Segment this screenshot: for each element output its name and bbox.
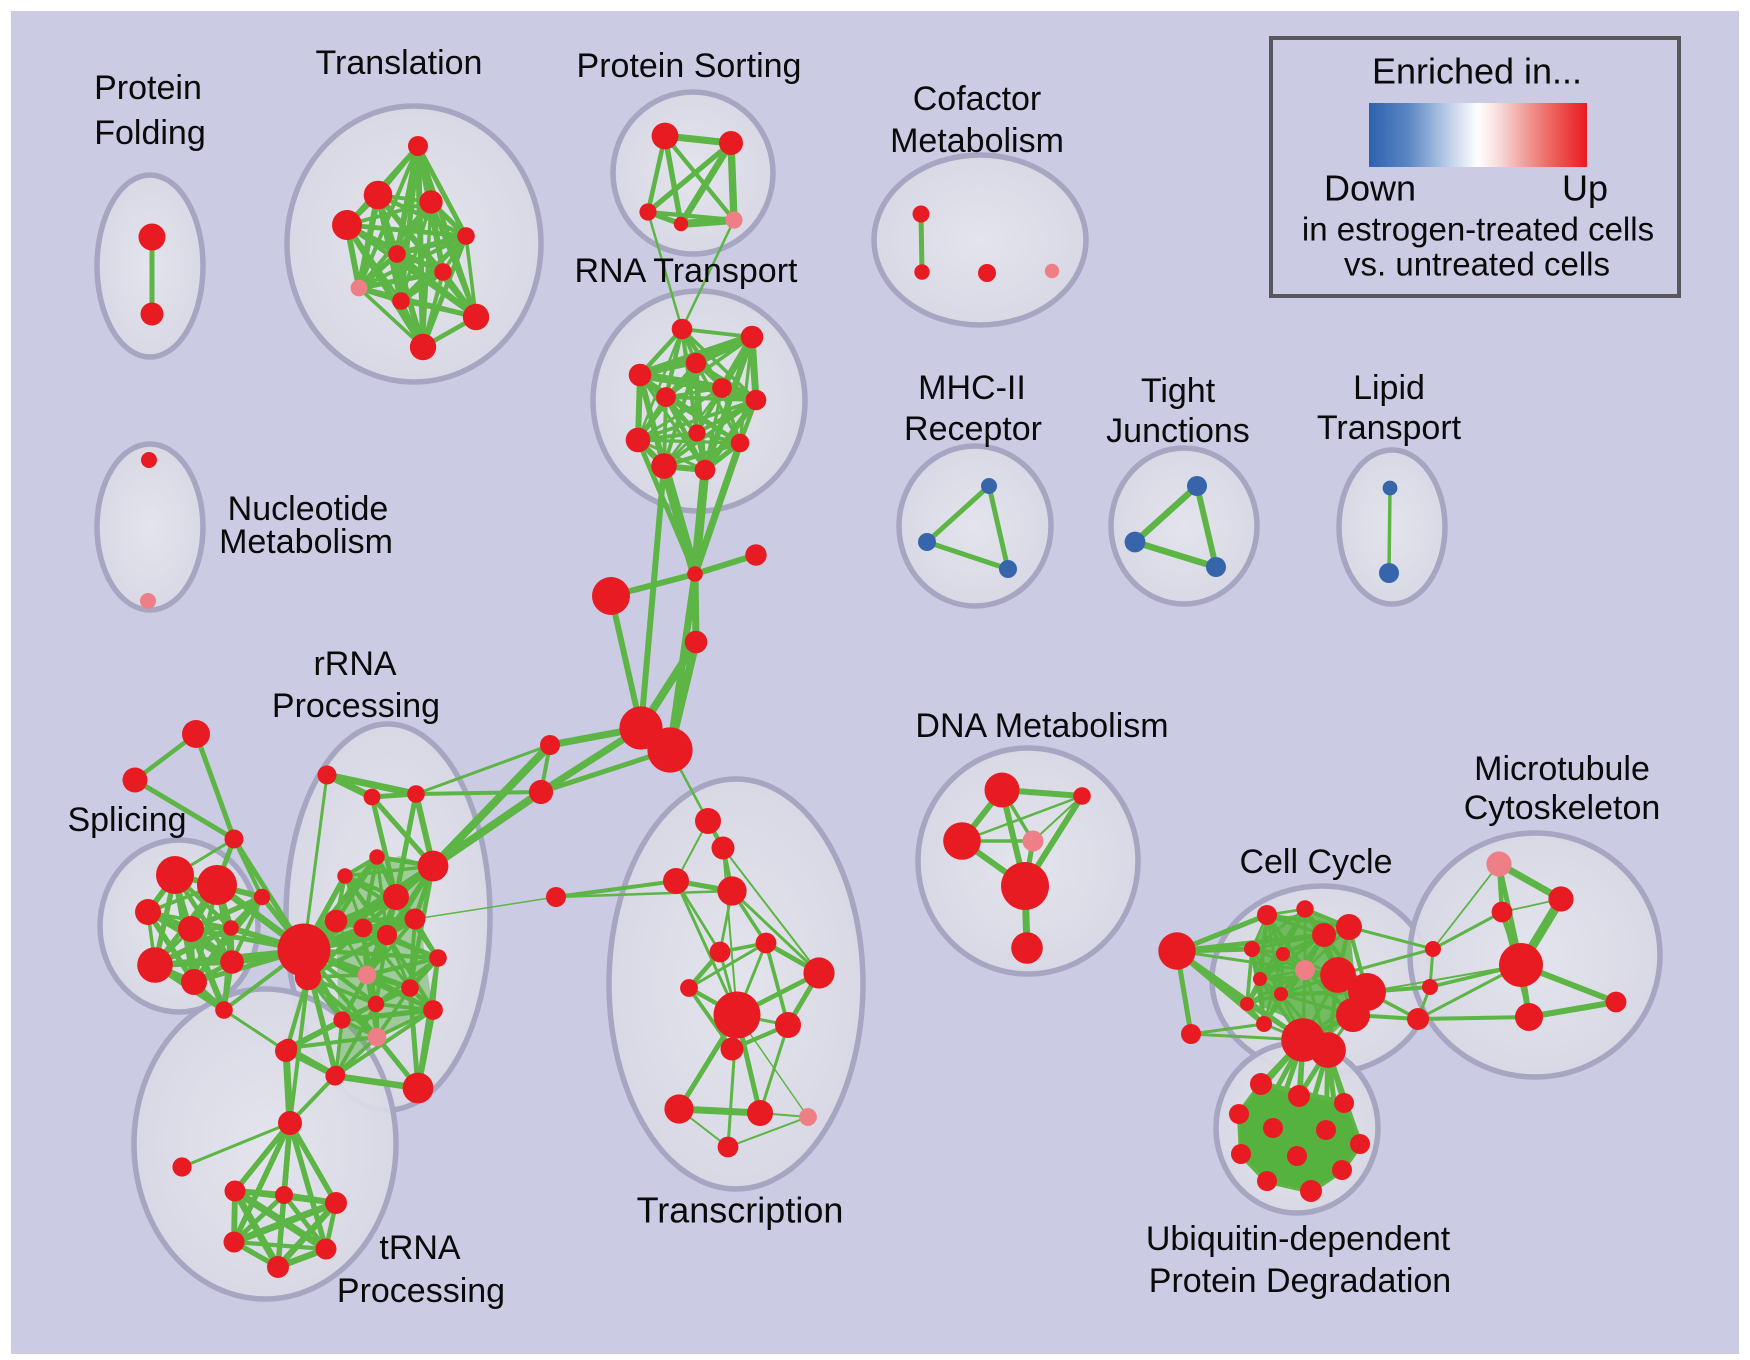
svg-text:Transport: Transport — [1317, 409, 1462, 447]
svg-text:in estrogen-treated cells: in estrogen-treated cells — [1302, 211, 1654, 248]
svg-text:Metabolism: Metabolism — [219, 523, 393, 561]
svg-text:RNA Transport: RNA Transport — [575, 252, 799, 290]
svg-text:Protein Degradation: Protein Degradation — [1149, 1262, 1451, 1300]
svg-text:Protein: Protein — [94, 69, 202, 107]
svg-text:Folding: Folding — [94, 114, 206, 152]
svg-text:Ubiquitin-dependent: Ubiquitin-dependent — [1146, 1220, 1451, 1258]
svg-text:tRNA: tRNA — [379, 1229, 461, 1267]
svg-text:Transcription: Transcription — [637, 1190, 844, 1231]
svg-text:Lipid: Lipid — [1353, 369, 1425, 407]
svg-text:Protein Sorting: Protein Sorting — [577, 47, 802, 85]
svg-text:Metabolism: Metabolism — [890, 122, 1064, 160]
svg-text:Splicing: Splicing — [67, 801, 186, 839]
svg-text:Translation: Translation — [316, 44, 483, 82]
svg-text:Receptor: Receptor — [904, 410, 1042, 448]
svg-text:Down: Down — [1324, 168, 1416, 209]
svg-text:DNA Metabolism: DNA Metabolism — [915, 707, 1168, 745]
svg-text:vs. untreated cells: vs. untreated cells — [1344, 246, 1610, 283]
svg-text:Cytoskeleton: Cytoskeleton — [1464, 789, 1661, 827]
svg-text:Microtubule: Microtubule — [1474, 750, 1650, 788]
svg-text:Nucleotide: Nucleotide — [228, 490, 389, 528]
svg-text:Processing: Processing — [272, 687, 440, 725]
svg-text:Tight: Tight — [1141, 372, 1216, 410]
svg-text:Cofactor: Cofactor — [913, 80, 1042, 118]
svg-text:rRNA: rRNA — [313, 645, 396, 683]
svg-text:Cell Cycle: Cell Cycle — [1239, 843, 1392, 881]
svg-text:Processing: Processing — [337, 1272, 505, 1310]
svg-text:Junctions: Junctions — [1106, 412, 1250, 450]
svg-text:Up: Up — [1562, 168, 1608, 209]
svg-text:Enriched in...: Enriched in... — [1372, 51, 1582, 92]
svg-text:MHC-II: MHC-II — [918, 369, 1026, 407]
